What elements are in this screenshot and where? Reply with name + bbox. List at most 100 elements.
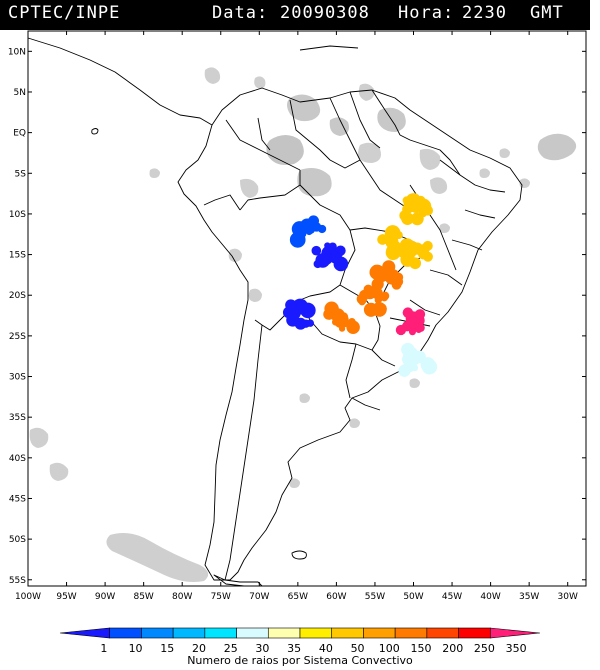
lightning-system-goias [400, 240, 433, 270]
lat-tick-label: 30S [9, 373, 26, 383]
lon-tick-label: 75W [211, 592, 231, 602]
lightning-cell [415, 309, 426, 320]
lightning-system-mato-grosso-north [399, 193, 434, 226]
central-america-coastline [27, 37, 213, 126]
lon-tick-label: 95W [56, 592, 76, 602]
lightning-cell [358, 298, 366, 306]
colorbar-swatch [204, 627, 237, 639]
colorbar-label: 15 [160, 642, 174, 655]
lightning-cell [359, 289, 370, 301]
lightning-cell [410, 212, 424, 226]
lightning-cell [295, 222, 308, 235]
colorbar-label: 40 [319, 642, 333, 655]
lightning-cell [311, 245, 322, 256]
date-caption: Data: [212, 3, 269, 23]
lightning-cell [306, 319, 315, 327]
lightning-cell [369, 264, 385, 280]
cloud-layer [29, 67, 577, 582]
lightning-cell [415, 326, 423, 333]
lightning-cell [375, 295, 383, 303]
colorbar-label: 200 [442, 642, 463, 655]
lightning-cell [411, 242, 424, 255]
colorbar: 1 10 15 20 25 30 35 40 50 100 150 200 250 350 [59, 627, 541, 655]
colorbar-label: 30 [255, 642, 269, 655]
lon-tick-label: 90W [95, 592, 115, 602]
lat-tick-label: 15S [9, 251, 26, 261]
lon-tick-label: 35W [519, 592, 539, 602]
lightning-cell [385, 268, 393, 276]
colorbar-swatch [458, 627, 491, 639]
colorbar-swatch [394, 627, 428, 639]
colorbar-label: 20 [192, 642, 206, 655]
lightning-cell [401, 342, 415, 357]
lat-tick-label: 20S [9, 291, 26, 301]
longitude-axis: 100W 95W 90W 85W 80W 75W 70W 65W 60W 55W 50W 45W 40W… [15, 31, 578, 602]
hour-caption: Hora: [398, 3, 455, 23]
lightning-cell [402, 307, 414, 318]
colorbar-swatch [109, 627, 142, 639]
lightning-system-bolivia-north [289, 215, 327, 248]
colorbar-label: 1 [100, 642, 107, 655]
hour-value: 2230 [462, 3, 507, 23]
colorbar-label: 350 [506, 642, 527, 655]
lightning-cell [410, 201, 422, 213]
colorbar-swatch [141, 627, 174, 639]
lightning-cell [385, 229, 398, 242]
lightning-cell [422, 205, 434, 216]
lightning-system-mato-grosso-do-sul [356, 284, 390, 317]
lat-tick-label: 50S [9, 535, 26, 545]
lat-tick-label: 40S [9, 454, 26, 464]
land-outline-layer [27, 37, 523, 587]
lon-tick-label: 65W [288, 592, 308, 602]
lon-tick-label: 70W [249, 592, 269, 602]
timezone-label: GMT [530, 3, 564, 23]
lightning-cell [348, 318, 356, 326]
lightning-cell [422, 240, 433, 251]
colorbar-title: Numero de raios por Sistema Convectivo [187, 654, 413, 667]
lightning-cell [307, 305, 314, 312]
colorbar-swatch [267, 627, 301, 639]
lightning-cell [386, 244, 400, 258]
lightning-systems-layer [282, 193, 438, 377]
colorbar-swatch [489, 627, 541, 639]
colorbar-swatch [363, 627, 396, 639]
lightning-system-paraguay [323, 301, 360, 335]
lightning-cell [315, 253, 331, 268]
lightning-system-bolivia-east [311, 242, 349, 272]
lightning-cell [400, 250, 410, 260]
lightning-cell [395, 324, 407, 336]
lightning-system-mato-grosso-center [377, 225, 415, 261]
lat-tick-label: 5S [15, 169, 27, 179]
lightning-cell [311, 222, 322, 232]
lon-tick-label: 55W [365, 592, 385, 602]
lon-tick-label: 40W [480, 592, 500, 602]
lat-tick-label: 10S [9, 210, 26, 220]
colorbar-label: 100 [379, 642, 400, 655]
lat-tick-label: 25S [9, 332, 26, 342]
lightning-cell [372, 302, 387, 317]
lat-tick-label: 55S [9, 576, 26, 586]
lightning-system-argentina-northwest [282, 298, 316, 330]
agency-label: CPTEC/INPE [8, 3, 121, 23]
lightning-cell [380, 291, 390, 301]
colorbar-label: 25 [224, 642, 238, 655]
lightning-cell [296, 301, 307, 311]
lightning-cell [286, 313, 300, 327]
lat-tick-label: 45S [9, 494, 26, 504]
latitude-axis: 10N 5N EQ 5S 10S 15S 20S 25S 30S 35S 40S 45S 50S 55S [8, 47, 586, 586]
lightning-system-santa-catarina [398, 342, 438, 377]
lon-tick-label: 50W [403, 592, 423, 602]
lat-tick-label: 35S [9, 413, 26, 423]
lightning-cell [411, 364, 419, 372]
lightning-cell [408, 328, 417, 336]
lon-tick-label: 30W [558, 592, 578, 602]
lon-tick-label: 85W [133, 592, 153, 602]
lon-tick-label: 80W [172, 592, 192, 602]
lightning-system-sao-paulo-parana [395, 307, 426, 336]
lightning-cell [330, 308, 346, 323]
colorbar-swatch [331, 627, 364, 639]
date-value: 20090308 [280, 3, 370, 23]
lightning-system-mato-grosso-south [369, 260, 404, 291]
map-header: CPTEC/INPE Data: 20090308 Hora: 2230 GMT [0, 0, 590, 30]
